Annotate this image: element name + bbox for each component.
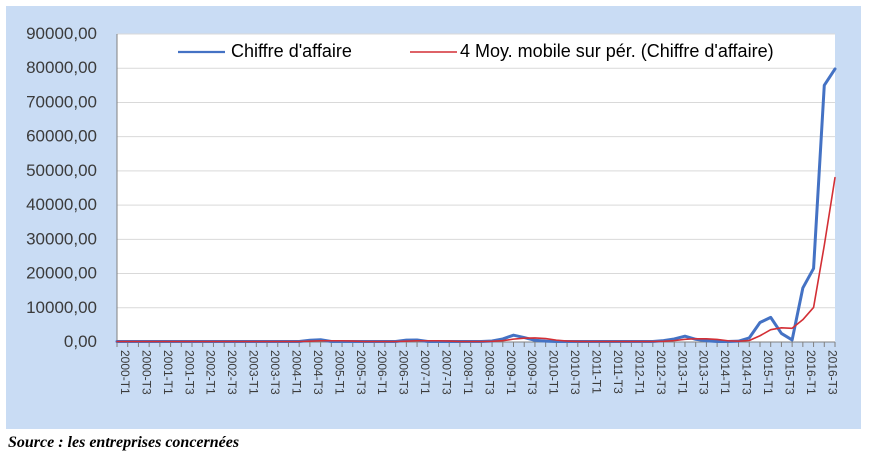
svg-text:20000,00: 20000,00	[26, 264, 97, 283]
svg-text:2013-T1: 2013-T1	[675, 350, 689, 395]
svg-text:2001-T1: 2001-T1	[161, 350, 175, 395]
svg-text:2008-T1: 2008-T1	[461, 350, 475, 395]
svg-text:2016-T1: 2016-T1	[804, 350, 818, 395]
svg-text:60000,00: 60000,00	[26, 127, 97, 146]
svg-text:2015-T1: 2015-T1	[761, 350, 775, 395]
svg-text:2003-T3: 2003-T3	[268, 350, 282, 395]
svg-text:10000,00: 10000,00	[26, 298, 97, 317]
svg-text:50000,00: 50000,00	[26, 161, 97, 180]
svg-text:2003-T1: 2003-T1	[247, 350, 261, 395]
svg-text:2015-T3: 2015-T3	[782, 350, 796, 395]
svg-text:2009-T1: 2009-T1	[504, 350, 518, 395]
svg-text:2013-T3: 2013-T3	[697, 350, 711, 395]
svg-text:80000,00: 80000,00	[26, 58, 97, 77]
svg-text:2011-T1: 2011-T1	[590, 350, 604, 394]
svg-text:2006-T1: 2006-T1	[375, 350, 389, 395]
svg-text:2014-T1: 2014-T1	[718, 350, 732, 395]
svg-text:30000,00: 30000,00	[26, 229, 97, 248]
svg-text:2011-T3: 2011-T3	[611, 350, 625, 394]
svg-text:2009-T3: 2009-T3	[525, 350, 539, 395]
svg-text:2001-T3: 2001-T3	[182, 350, 196, 395]
svg-text:2006-T3: 2006-T3	[397, 350, 411, 395]
svg-text:0,00: 0,00	[64, 332, 97, 351]
svg-text:2000-T3: 2000-T3	[139, 350, 153, 395]
svg-text:90000,00: 90000,00	[26, 24, 97, 43]
svg-text:2016-T3: 2016-T3	[825, 350, 839, 395]
svg-text:2004-T1: 2004-T1	[289, 350, 303, 395]
svg-text:2010-T1: 2010-T1	[547, 350, 561, 395]
svg-text:2005-T3: 2005-T3	[354, 350, 368, 395]
svg-text:2000-T1: 2000-T1	[118, 350, 132, 395]
svg-text:2002-T3: 2002-T3	[225, 350, 239, 395]
svg-text:70000,00: 70000,00	[26, 92, 97, 111]
svg-text:2014-T3: 2014-T3	[740, 350, 754, 395]
svg-text:4 Moy. mobile sur pér. (Chiffr: 4 Moy. mobile sur pér. (Chiffre d'affair…	[460, 41, 774, 61]
svg-text:2005-T1: 2005-T1	[332, 350, 346, 395]
svg-text:2012-T3: 2012-T3	[654, 350, 668, 395]
svg-text:2002-T1: 2002-T1	[204, 350, 218, 395]
svg-text:2004-T3: 2004-T3	[311, 350, 325, 395]
svg-text:Chiffre d'affaire: Chiffre d'affaire	[231, 41, 352, 61]
svg-text:2010-T3: 2010-T3	[568, 350, 582, 395]
svg-text:2007-T3: 2007-T3	[439, 350, 453, 395]
svg-text:2012-T1: 2012-T1	[632, 350, 646, 395]
svg-text:2008-T3: 2008-T3	[482, 350, 496, 395]
svg-text:2007-T1: 2007-T1	[418, 350, 432, 395]
svg-text:40000,00: 40000,00	[26, 195, 97, 214]
